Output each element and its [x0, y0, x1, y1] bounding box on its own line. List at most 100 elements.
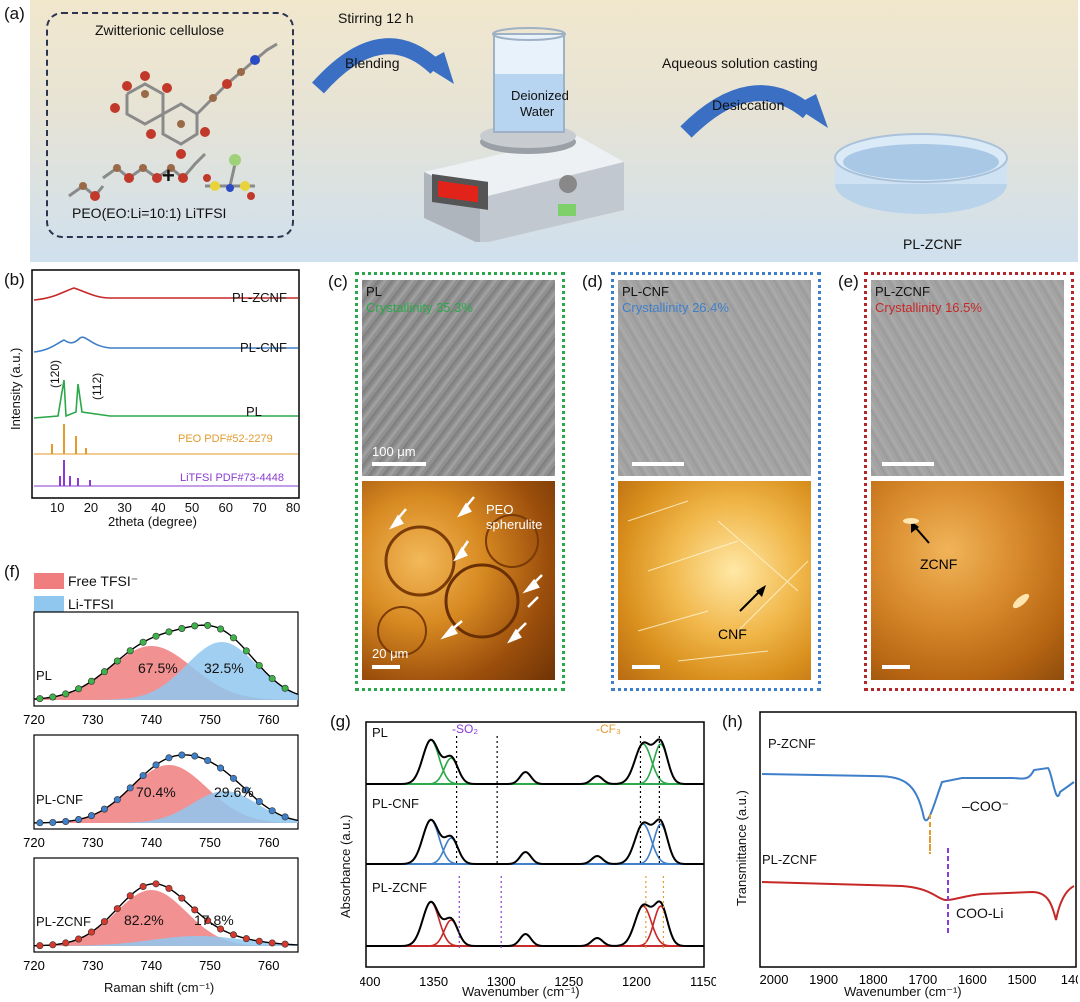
raman-xtick-label: 760 [258, 835, 280, 850]
raman-xtick-label: 760 [258, 712, 280, 727]
panel-label-f: (f) [4, 562, 21, 581]
raman-data-point [75, 935, 83, 943]
raman-sample-pl-cnf: PL-CNF [36, 792, 83, 807]
raman-free-pl-zcnf: 82.2% [124, 912, 164, 928]
raman-free-pl-cnf: 70.4% [136, 784, 176, 800]
raman-data-point [152, 880, 160, 888]
raman-data-point [139, 772, 147, 780]
raman-free-pl: 67.5% [138, 660, 178, 676]
ftir-g-component [366, 905, 704, 947]
scale-bar-c-bottom [372, 665, 400, 669]
ftir-h-chart: 2000 1900 1800 1700 1600 1500 140 [759, 711, 1078, 987]
panel-label-g: (g) [330, 712, 351, 731]
raman-data-point [139, 638, 147, 646]
xrd-ylabel: Intensity (a.u.) [8, 347, 23, 430]
scale-bar-c-top [372, 462, 426, 466]
raman-data-point [87, 677, 95, 685]
xrd-xtick-label: 20 [83, 500, 99, 515]
ftir-g-envelope [366, 818, 704, 865]
ftir-h-xtick-label: 1700 [908, 972, 937, 987]
ftir-h-xtick-label: 1900 [809, 972, 838, 987]
raman-data-point [255, 937, 263, 945]
raman-data-point [62, 939, 70, 947]
raman-data-point [36, 695, 44, 703]
raman-data-point [217, 625, 225, 633]
raman-data-point [113, 905, 121, 913]
ftir-h-line-pl-zcnf [761, 881, 1075, 921]
raman-data-point [178, 894, 186, 902]
xrd-xtick-label: 70 [252, 500, 267, 515]
raman-data-point [229, 931, 237, 939]
raman-data-point [178, 625, 186, 633]
raman-data-point [75, 685, 83, 693]
raman-data-point [100, 805, 108, 813]
plus-sign: + [162, 163, 175, 188]
step2-bottom-label: Desiccation [712, 97, 785, 113]
sem-e-annotation: ZCNF [920, 556, 958, 572]
scale-bar-e-top [882, 462, 934, 466]
raman-data-point [87, 812, 95, 820]
ftir-g-component [366, 855, 704, 865]
raman-data-point [281, 940, 289, 948]
xrd-label-pl-cnf: PL-CNF [240, 340, 287, 355]
raman-xtick-label: 750 [199, 712, 221, 727]
xrd-peak-120: (120) [48, 359, 62, 388]
raman-data-point [242, 935, 250, 943]
raman-li-peak [34, 642, 298, 700]
raman-data-point [242, 647, 250, 655]
ftir-g-so2-label: -SO₂ [452, 722, 478, 736]
ftir-h-xtick-label: 1600 [958, 972, 987, 987]
panel-label-e: (e) [838, 272, 859, 291]
raman-data-point [113, 796, 121, 804]
panel-label-d: (d) [582, 272, 603, 291]
ftir-g-sample-pl-cnf: PL-CNF [372, 796, 419, 811]
raman-data-point [100, 918, 108, 926]
ftir-h-line-p-zcnf [761, 766, 1075, 822]
scale-bar-e-bottom [882, 665, 910, 669]
ftir-g-component [366, 823, 704, 865]
ftir-g-sample-pl: PL [372, 725, 388, 740]
raman-data-point [217, 764, 225, 772]
raman-data-point [75, 815, 83, 823]
xrd-ref-peo: PEO PDF#52-2279 [178, 433, 273, 445]
raman-data-point [268, 807, 276, 815]
raman-data-point [62, 818, 70, 826]
ftir-g-xtick-label: 1350 [419, 974, 448, 989]
raman-data-point [87, 928, 95, 936]
xrd-peak-112: (112) [90, 372, 104, 400]
sem-frame-e [864, 272, 1074, 691]
sem-c-crystallinity: Crystallinity 35.3% [366, 300, 473, 315]
raman-data-point [165, 628, 173, 636]
raman-data-point [100, 668, 108, 676]
xrd-ref-litfsi: LiTFSI PDF#73-4448 [180, 472, 284, 484]
afm-image-pl-zcnf [871, 481, 1064, 680]
raman-xtick-label: 750 [199, 835, 221, 850]
sem-frame-d [611, 272, 821, 691]
raman-xtick-label: 750 [199, 958, 221, 973]
ftir-h-xtick-label: 140 [1061, 972, 1078, 987]
ftir-h-ylabel: Transmittance (a.u.) [734, 790, 749, 906]
raman-data-point [242, 786, 250, 794]
raman-free-peak [34, 890, 298, 946]
raman-xlabel: Raman shift (cm⁻¹) [104, 980, 215, 995]
raman-data-point [62, 690, 70, 698]
ftir-h-xtick-label: 2000 [760, 972, 789, 987]
raman-xtick-label: 740 [140, 712, 162, 727]
ftir-h-label-p-zcnf: P-ZCNF [768, 736, 816, 751]
ref-bars-peo [51, 424, 87, 454]
raman-data-point [139, 882, 147, 890]
raman-xtick-label: 720 [23, 712, 45, 727]
legend-free-tfsi: Free TFSI⁻ [68, 573, 139, 589]
beaker-label-2: Water [520, 104, 555, 119]
raman-data-point [281, 813, 289, 821]
xrd-label-pl-zcnf: PL-ZCNF [232, 290, 287, 305]
ftir-g-envelope [366, 738, 704, 785]
components-label: PEO(EO:Li=10:1) LiTFSI [72, 205, 227, 221]
raman-li-pl-cnf: 29.6% [214, 784, 254, 800]
raman-xtick-label: 740 [140, 835, 162, 850]
xrd-xtick-label: 80 [285, 500, 301, 515]
legend-swatch-free [34, 573, 64, 589]
step2-top-label: Aqueous solution casting [662, 55, 818, 71]
ftir-g-ylabel: Absorbance (a.u.) [338, 814, 353, 918]
sem-image-pl-cnf [618, 280, 811, 476]
